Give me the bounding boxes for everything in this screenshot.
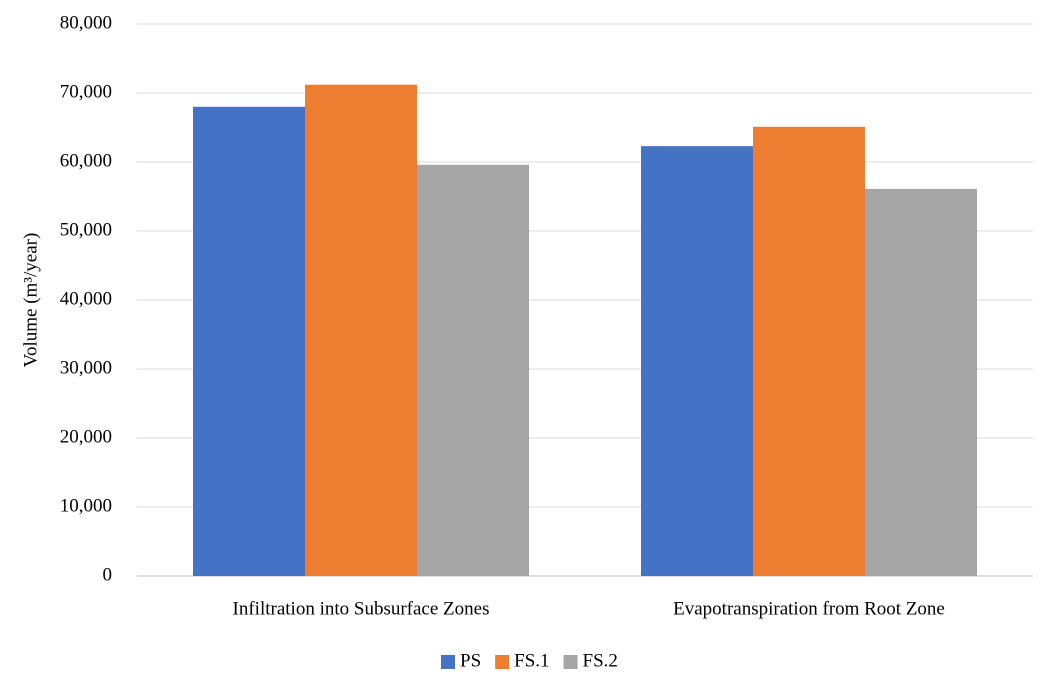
bar: [193, 106, 305, 577]
y-tick-label: 10,000: [60, 495, 112, 516]
y-tick-label: 50,000: [60, 219, 112, 240]
legend-label: FS.2: [583, 650, 618, 671]
y-axis-label: Volume (m³/year): [20, 233, 41, 368]
y-tick-label: 40,000: [60, 288, 112, 309]
legend-swatch: [495, 655, 510, 669]
y-tick-label: 80,000: [60, 12, 112, 33]
bar: [865, 188, 977, 576]
x-tick-label: Infiltration into Subsurface Zones: [233, 598, 490, 619]
y-tick-label: 0: [103, 564, 113, 585]
bar: [305, 84, 417, 576]
legend-label: FS.1: [514, 650, 549, 671]
bar: [417, 164, 529, 576]
bar: [641, 146, 753, 576]
y-tick-label: 30,000: [60, 357, 112, 378]
bar: [753, 126, 865, 576]
legend-swatch: [441, 655, 455, 669]
y-tick-label: 20,000: [60, 426, 112, 447]
legend-swatch: [563, 655, 578, 669]
y-tick-label: 70,000: [60, 81, 112, 102]
y-tick-label: 60,000: [60, 150, 112, 171]
legend-label: PS: [460, 650, 481, 671]
x-tick-label: Evapotranspiration from Root Zone: [673, 598, 945, 619]
